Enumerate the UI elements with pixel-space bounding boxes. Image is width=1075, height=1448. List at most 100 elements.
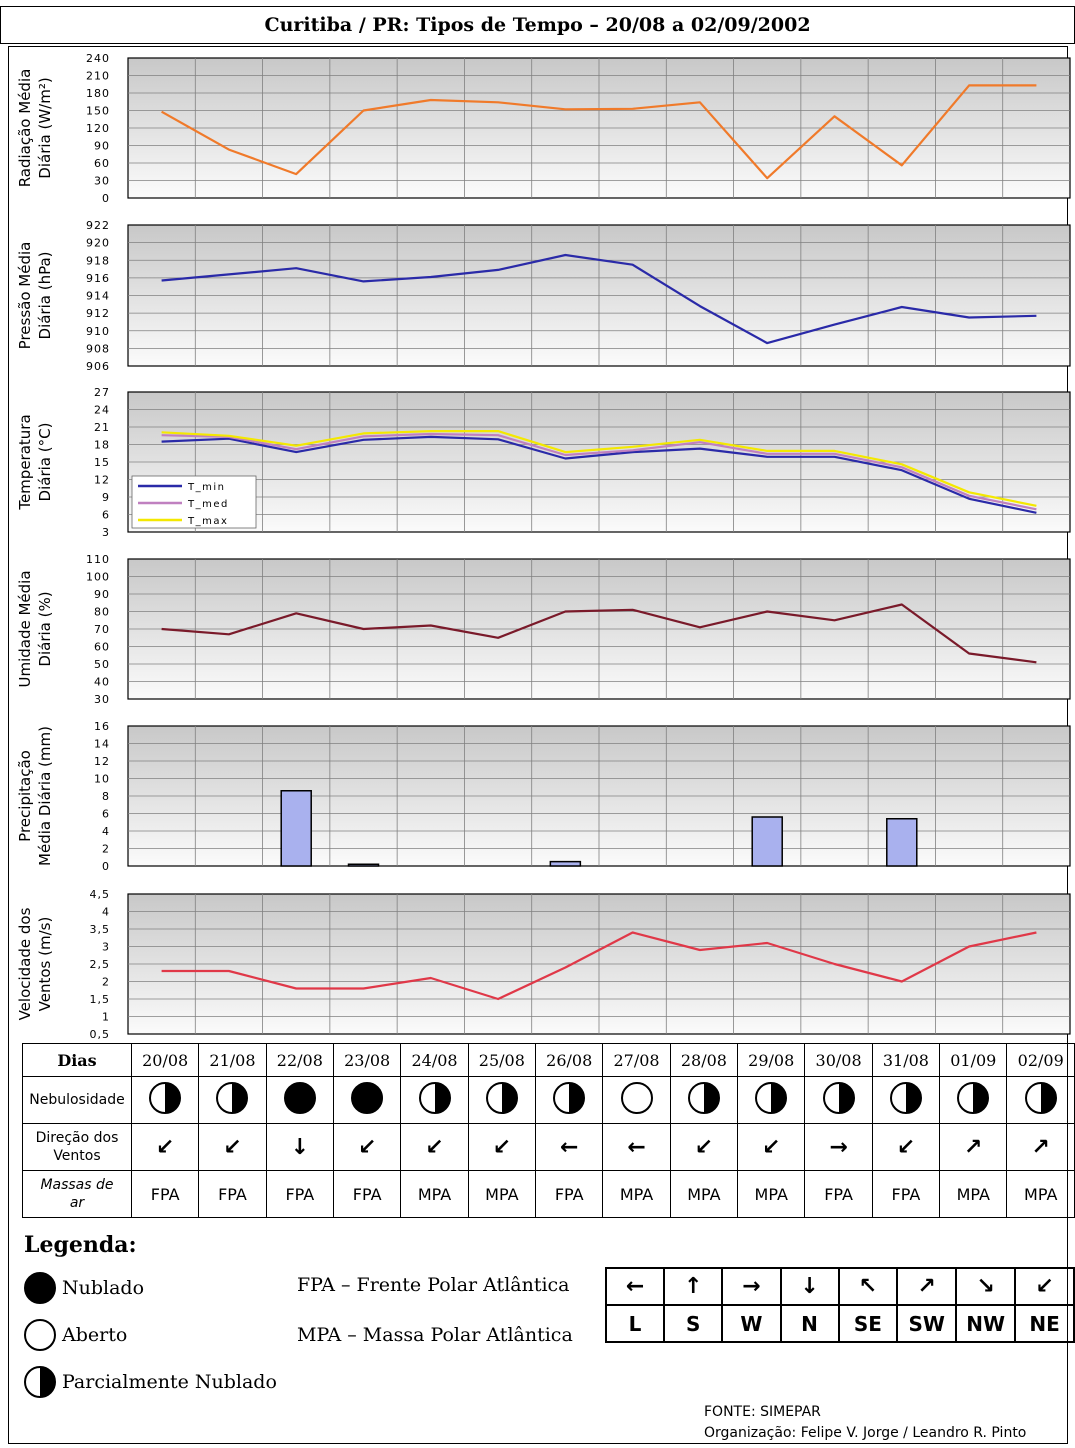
y-tick-label: 40 (94, 676, 110, 689)
precip-bar (751, 816, 783, 867)
y-tick-label: 920 (86, 237, 110, 250)
direction-arrow-icon: ↖ (858, 1274, 878, 1299)
cloud-cell (737, 1076, 806, 1124)
legend-entry: T_max (187, 516, 228, 527)
wind-arrow-icon: ↓ (290, 1134, 310, 1160)
day-cell: 24/08 (400, 1043, 469, 1077)
direction-label: L (628, 1311, 642, 1336)
cloud-cell (1006, 1076, 1075, 1124)
series-line (161, 931, 1037, 1001)
day-cell: 23/08 (332, 1043, 402, 1077)
direction-arrow-cell: ↘ (955, 1267, 1017, 1306)
source-text: FONTE: SIMEPAR (704, 1404, 821, 1420)
y-tick-label: 8 (102, 790, 110, 803)
day-cell: 27/08 (602, 1043, 671, 1077)
partly-cloudy-icon (216, 1082, 249, 1114)
direction-arrow-icon: ← (625, 1274, 645, 1299)
cloud-cell (804, 1076, 873, 1124)
y-tick-label: 30 (94, 693, 110, 706)
chart-panel-5: 0,5 1 1,5 2 2,5 3 3,5 4 4,5 Velocidade dos Ventos … (16, 888, 1071, 1040)
y-tick-label: 3 (102, 526, 110, 539)
wind-header: Direção dos Ventos (22, 1123, 132, 1171)
precip-bar (886, 818, 918, 867)
y-tick-label: 3,5 (90, 923, 111, 936)
partly-cloudy-icon (553, 1082, 586, 1114)
direction-arrow-cell: ↖ (837, 1267, 899, 1306)
air-mass-cell: MPA (1006, 1170, 1075, 1218)
direction-label-cell: NW (955, 1304, 1017, 1343)
y-axis-label-line: Ventos (m/s) (36, 917, 54, 1012)
direction-arrow-icon: ↑ (683, 1274, 703, 1299)
wind-cell: ↙ (737, 1123, 806, 1171)
legend-fpa: FPA – Frente Polar Atlântica (297, 1274, 570, 1296)
y-tick-label: 110 (86, 553, 110, 566)
chart-panel-3: 30 40 50 60 70 80 90 100 110 Umidade Média Diária … (16, 553, 1071, 706)
y-tick-label: 16 (94, 720, 110, 733)
y-tick-label: 3 (102, 941, 110, 954)
partly-cloudy-icon (485, 1082, 518, 1114)
direction-arrow-cell: ↓ (779, 1267, 840, 1306)
y-tick-label: 2 (102, 843, 110, 856)
clear-icon (620, 1082, 653, 1114)
legend-mpa: MPA – Massa Polar Atlântica (297, 1324, 573, 1346)
y-tick-label: 2 (102, 976, 110, 989)
precip-bar (280, 790, 312, 867)
y-tick-label: 914 (86, 290, 110, 303)
y-tick-label: 12 (94, 755, 110, 768)
y-tick-label: 150 (86, 105, 110, 118)
direction-label-cell: N (779, 1304, 840, 1343)
y-tick-label: 50 (94, 658, 110, 671)
day-cell: 30/08 (804, 1043, 873, 1077)
cloud-cell (198, 1076, 267, 1124)
y-tick-label: 80 (94, 606, 110, 619)
series-line (161, 432, 1037, 511)
direction-arrows-row: ← ↑ → ↓ ↖ ↗ ↘ ↙ (604, 1267, 1075, 1306)
wind-arrow-icon: ↙ (492, 1134, 512, 1160)
y-axis-label: Radiação Média Diária (W/m²) (16, 69, 54, 188)
y-tick-label: 910 (86, 325, 110, 338)
cloud-header: Nebulosidade (22, 1076, 132, 1124)
y-tick-label: 30 (94, 175, 110, 188)
air-mass-cell: MPA (602, 1170, 671, 1218)
partly-cloudy-icon (755, 1082, 788, 1114)
days-header: Dias (22, 1043, 132, 1077)
y-axis-label-line: Velocidade dos (16, 907, 34, 1020)
y-tick-label: 90 (94, 588, 110, 601)
series-line (161, 253, 1037, 345)
day-cell: 26/08 (535, 1043, 604, 1077)
y-axis-label: Pressão Média Diária (hPa) (16, 242, 54, 350)
y-tick-label: 60 (94, 157, 110, 170)
y-tick-label: 912 (86, 307, 110, 320)
partly-cloudy-icon (687, 1082, 720, 1114)
direction-arrow-cell: ↙ (1014, 1267, 1075, 1306)
direction-labels-row: L S W N SE SW NW NE (604, 1304, 1075, 1343)
wind-arrow-icon: ↙ (425, 1134, 444, 1160)
direction-label: NW (966, 1311, 1006, 1336)
y-tick-label: 906 (86, 360, 110, 373)
y-tick-label: 6 (102, 808, 110, 821)
partly-cloudy-icon (1024, 1082, 1057, 1114)
cloud-cell (871, 1076, 941, 1124)
series-line (161, 84, 1037, 180)
legend-cloudy: Nublado (24, 1272, 144, 1304)
cloudy-icon (24, 1272, 56, 1304)
y-tick-label: 60 (94, 641, 110, 654)
direction-arrow-icon: → (742, 1274, 761, 1299)
y-tick-label: 908 (86, 342, 110, 355)
direction-label: S (685, 1311, 701, 1336)
air-mass-cell: FPA (265, 1170, 335, 1218)
wind-cell: ↙ (130, 1123, 200, 1171)
legend-entry: T_med (187, 499, 229, 510)
y-tick-label: 1,5 (90, 993, 111, 1006)
chart-panel-0: 0 30 60 90 120 150 180 210 240 Radiação Média Diár… (16, 52, 1071, 205)
partly-cloudy-icon (149, 1082, 182, 1114)
wind-cell: ↗ (1006, 1123, 1075, 1171)
legend-clear: Aberto (24, 1319, 127, 1351)
y-axis-label-line: Diária (%) (36, 591, 54, 666)
y-tick-label: 10 (94, 773, 110, 786)
air-mass-cell: MPA (400, 1170, 469, 1218)
series-line (161, 603, 1037, 664)
direction-legend: ← ↑ → ↓ ↖ ↗ ↘ ↙ L S W N SE SW NW NE (604, 1267, 1075, 1343)
wind-arrow-icon: ↗ (964, 1134, 983, 1160)
